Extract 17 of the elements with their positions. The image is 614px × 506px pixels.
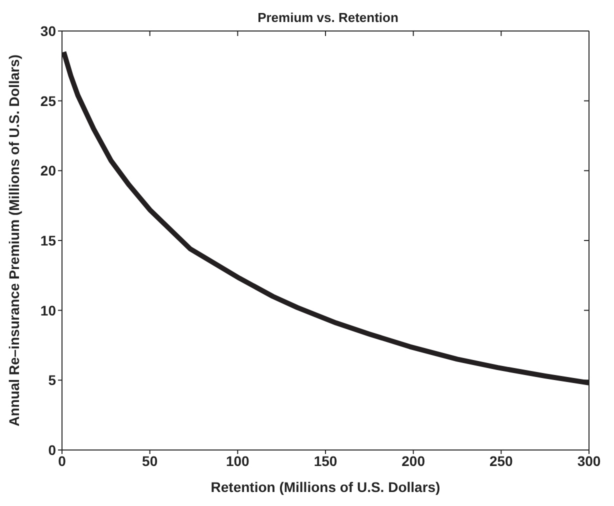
x-tick-label: 250 bbox=[489, 452, 514, 469]
x-tick-label: 100 bbox=[226, 452, 250, 469]
x-tick-label: 50 bbox=[142, 452, 158, 469]
y-tick-label: 15 bbox=[40, 232, 56, 248]
x-tick-label: 150 bbox=[314, 452, 338, 469]
y-tick-label: 20 bbox=[40, 162, 56, 179]
x-tick-label: 300 bbox=[577, 452, 601, 469]
y-axis-title: Annual Re–insurance Premium (Millions of U.S. Dollars) bbox=[6, 54, 22, 426]
y-tick-label: 0 bbox=[48, 442, 56, 458]
y-tick-label: 10 bbox=[40, 302, 56, 318]
x-tick-label: 0 bbox=[58, 452, 66, 469]
y-tick-label: 25 bbox=[40, 92, 56, 109]
chart-title: Premium vs. Retention bbox=[256, 10, 400, 25]
y-tick-label: 30 bbox=[40, 22, 56, 39]
x-tick-label: 200 bbox=[402, 452, 426, 469]
y-tick-label: 5 bbox=[48, 372, 56, 388]
x-axis-title: Retention (Millions of U.S. Dollars) bbox=[210, 479, 440, 495]
